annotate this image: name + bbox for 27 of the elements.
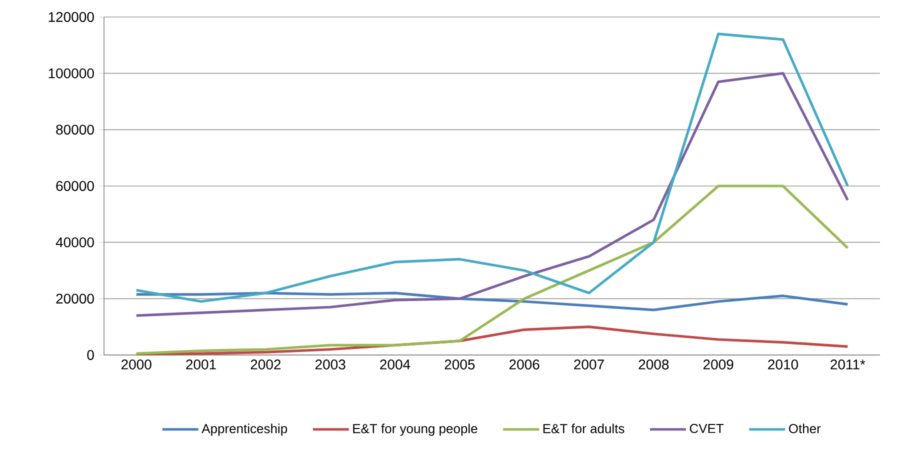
- x-tick-label: 2004: [380, 360, 410, 370]
- y-tick-label: 20000: [56, 294, 94, 304]
- x-tick-label: 2005: [444, 360, 475, 370]
- x-tick-label: 2001: [186, 360, 216, 370]
- y-tick-label: 0: [87, 350, 94, 360]
- x-tick-label: 2009: [703, 360, 734, 370]
- line-series: [135, 184, 849, 355]
- legend-label: E&T for young people: [353, 424, 478, 436]
- legend-label: Apprenticeship: [202, 424, 288, 436]
- x-tick-label: 2000: [121, 360, 152, 370]
- y-tick-label: 80000: [56, 124, 94, 135]
- x-tick-label: 2010: [768, 360, 798, 370]
- x-tick-label: 2003: [315, 360, 346, 370]
- legend-label: Other: [788, 424, 821, 434]
- line-series: [135, 32, 849, 303]
- x-tick-label: 2008: [638, 360, 669, 370]
- legend-label: CVET: [690, 424, 724, 434]
- y-tick-label: 60000: [56, 181, 94, 191]
- y-tick-label: 120000: [48, 12, 94, 22]
- y-tick-label: 40000: [56, 237, 94, 248]
- x-tick-label: 2002: [250, 360, 281, 370]
- legend-label: E&T for adults: [543, 424, 624, 434]
- x-tick-label: 2006: [509, 360, 540, 370]
- x-tick-label: 2007: [574, 360, 604, 370]
- y-tick-label: 100000: [48, 68, 94, 78]
- x-tick-label: 2011*: [830, 360, 866, 370]
- line-series: [135, 292, 849, 312]
